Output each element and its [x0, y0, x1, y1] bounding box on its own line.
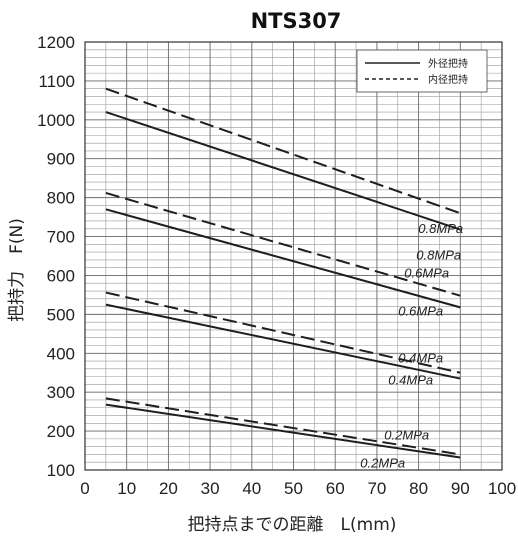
plot-frame	[84, 41, 503, 471]
series-data-label: 0.8MPa	[416, 248, 461, 263]
series-data-label: 0.4MPa	[398, 351, 443, 366]
series-lines	[105, 87, 461, 459]
y-tick-label: 100	[47, 461, 75, 480]
y-tick-label: 400	[47, 344, 75, 363]
y-tick-labels: 100 200 300 400 500 600 700 800 900 1000 1100 1200	[37, 33, 75, 480]
legend-label-outer: 外径把持	[428, 57, 468, 70]
y-axis-label: 把持力 F(N)	[7, 218, 27, 322]
legend-box	[356, 49, 488, 93]
data-labels: 0.8MPa 0.8MPa 0.6MPa 0.6MPa 0.4MPa 0.4MPa 0.2M…	[360, 221, 463, 470]
series-line	[105, 397, 461, 456]
x-tick-label: 90	[451, 479, 470, 498]
x-tick-label: 60	[326, 479, 345, 498]
x-tick-label: 20	[159, 479, 178, 498]
series-data-label: 0.2MPa	[360, 456, 405, 471]
series-line	[105, 111, 461, 231]
x-tick-label: 10	[117, 479, 136, 498]
grid	[84, 41, 503, 471]
y-tick-label: 300	[47, 383, 75, 402]
y-tick-label: 700	[47, 228, 75, 247]
series-data-label: 0.2MPa	[384, 427, 429, 442]
x-tick-label: 0	[80, 479, 89, 498]
y-tick-label: 200	[47, 422, 75, 441]
series-line	[105, 208, 461, 309]
y-tick-label: 500	[47, 305, 75, 324]
series-line	[105, 291, 461, 374]
y-tick-label: 1100	[38, 72, 75, 91]
x-tick-label: 40	[242, 479, 261, 498]
legend-label-inner: 内径把持	[428, 73, 468, 86]
y-tick-label: 1000	[37, 111, 75, 130]
series-line	[105, 87, 461, 215]
x-tick-label: 80	[409, 479, 428, 498]
x-tick-label: 70	[367, 479, 386, 498]
y-tick-label: 600	[47, 266, 75, 285]
x-axis-label: 把持点までの距離 L(mm)	[188, 515, 397, 535]
series-data-label: 0.6MPa	[404, 266, 449, 281]
series-data-label: 0.6MPa	[398, 303, 443, 318]
series-data-label: 0.4MPa	[388, 373, 433, 388]
x-tick-label: 50	[284, 479, 303, 498]
series-line	[105, 403, 461, 459]
y-tick-label: 900	[47, 150, 75, 169]
x-tick-label: 100	[488, 479, 516, 498]
x-tick-labels: 0 10 20 30 40 50 60 70 80 90 100	[80, 479, 516, 498]
chart-title: NTS307	[251, 9, 342, 33]
legend: 外径把持 内径把持	[356, 49, 488, 93]
y-tick-label: 1200	[37, 33, 75, 52]
x-tick-label: 30	[201, 479, 220, 498]
series-line	[105, 303, 461, 380]
series-data-label: 0.8MPa	[418, 221, 463, 236]
series-line	[105, 192, 461, 297]
y-tick-label: 800	[47, 189, 75, 208]
